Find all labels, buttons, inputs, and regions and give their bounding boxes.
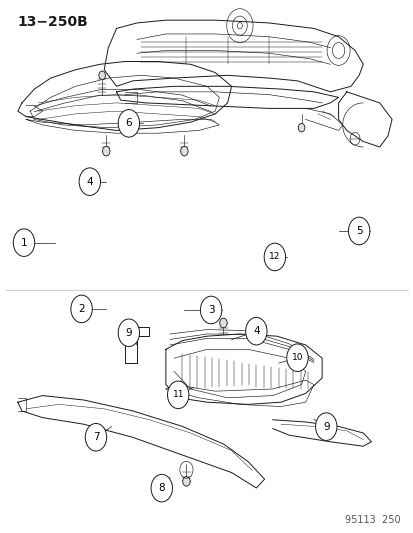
Circle shape	[99, 71, 105, 79]
Circle shape	[118, 110, 139, 137]
Text: 9: 9	[322, 422, 329, 432]
Circle shape	[79, 168, 100, 196]
Text: 95113  250: 95113 250	[344, 515, 399, 525]
Text: 8: 8	[158, 483, 165, 493]
Circle shape	[245, 317, 266, 345]
Circle shape	[298, 124, 304, 132]
Circle shape	[348, 217, 369, 245]
Text: 3: 3	[207, 305, 214, 315]
Circle shape	[263, 243, 285, 271]
Text: 4: 4	[86, 176, 93, 187]
Circle shape	[71, 295, 92, 322]
Circle shape	[118, 319, 139, 346]
Text: 11: 11	[172, 390, 183, 399]
Text: 13−250B: 13−250B	[18, 14, 88, 29]
Text: 9: 9	[125, 328, 132, 338]
Text: 10: 10	[291, 353, 302, 362]
Circle shape	[85, 423, 107, 451]
Circle shape	[315, 413, 336, 440]
Text: 4: 4	[252, 326, 259, 336]
Circle shape	[219, 318, 227, 328]
Circle shape	[167, 381, 188, 409]
Circle shape	[180, 147, 188, 156]
Text: 1: 1	[21, 238, 27, 248]
Circle shape	[151, 474, 172, 502]
Circle shape	[182, 477, 190, 486]
Circle shape	[13, 229, 35, 256]
Text: 2: 2	[78, 304, 85, 314]
Text: 12: 12	[268, 253, 280, 262]
Circle shape	[200, 296, 221, 324]
Circle shape	[102, 147, 110, 156]
Text: 6: 6	[125, 118, 132, 128]
Text: 7: 7	[93, 432, 99, 442]
Circle shape	[286, 344, 307, 372]
Text: 5: 5	[355, 226, 362, 236]
